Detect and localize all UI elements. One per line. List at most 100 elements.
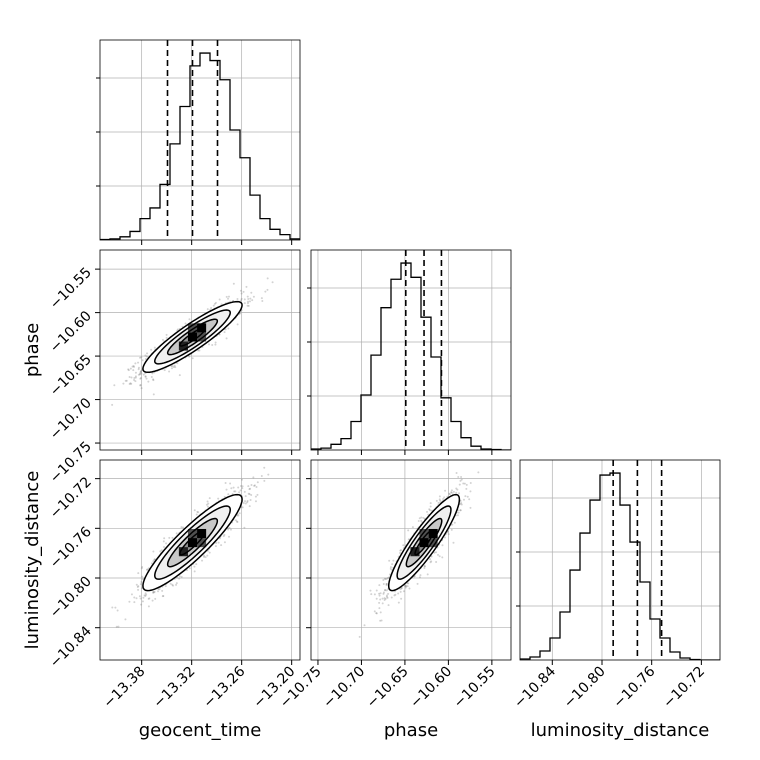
- sample-point: [423, 567, 426, 570]
- sample-point: [236, 521, 239, 524]
- sample-point: [232, 486, 235, 489]
- sample-point: [437, 553, 440, 556]
- sample-point: [176, 328, 179, 331]
- density-cell: [187, 323, 198, 333]
- panel-frame: [99, 459, 301, 661]
- sample-point: [139, 583, 142, 586]
- sample-point: [381, 602, 384, 605]
- sample-point: [141, 566, 144, 569]
- sample-point: [148, 597, 151, 600]
- sample-point: [225, 295, 228, 298]
- sample-point: [228, 535, 231, 538]
- sample-point: [140, 369, 143, 372]
- sample-point: [152, 550, 155, 553]
- y-tick-label: −10.70: [47, 395, 95, 443]
- sample-point: [385, 595, 388, 598]
- sample-point: [160, 549, 163, 552]
- sample-point: [375, 612, 378, 615]
- sample-point: [250, 493, 253, 496]
- sample-point: [429, 505, 432, 508]
- sample-point: [135, 583, 138, 586]
- sample-point: [450, 491, 453, 494]
- sample-point: [438, 498, 441, 501]
- sample-point: [227, 295, 230, 298]
- sample-point: [447, 533, 450, 536]
- sample-point: [130, 376, 133, 379]
- sample-point: [240, 478, 243, 481]
- sample-point: [386, 596, 389, 599]
- sample-point: [243, 490, 246, 493]
- sample-point: [256, 481, 259, 484]
- sample-point: [378, 584, 381, 587]
- sample-point: [256, 493, 259, 496]
- sample-point: [125, 379, 128, 382]
- sample-point: [244, 495, 247, 498]
- sample-point: [141, 600, 144, 603]
- sample-point: [260, 297, 263, 300]
- sample-point: [151, 599, 154, 602]
- sample-point: [157, 590, 160, 593]
- sample-point: [248, 488, 251, 491]
- sample-point: [176, 362, 179, 365]
- sample-point: [178, 577, 181, 580]
- sample-point: [239, 489, 242, 492]
- sample-point: [236, 323, 239, 326]
- sample-point: [394, 593, 397, 596]
- sample-point: [455, 471, 458, 474]
- sample-point: [239, 485, 242, 488]
- sample-point: [144, 354, 147, 357]
- sample-point: [452, 541, 455, 544]
- contour-line: [166, 318, 219, 356]
- sample-point: [261, 299, 264, 302]
- sample-point: [456, 488, 459, 491]
- sample-point: [465, 487, 468, 490]
- sample-point: [247, 492, 250, 495]
- sample-point: [375, 589, 378, 592]
- sample-point: [175, 582, 178, 585]
- sample-point: [469, 506, 472, 509]
- sample-point: [154, 597, 157, 600]
- hist-panel-luminosity_distance: −10.84 −10.80 −10.76 −10.72: [511, 459, 721, 711]
- sample-point: [255, 486, 258, 489]
- sample-point: [130, 382, 133, 385]
- sample-point: [426, 510, 429, 513]
- sample-point: [153, 558, 156, 561]
- sample-point: [137, 588, 140, 591]
- sample-point: [174, 366, 177, 369]
- sample-point: [250, 483, 253, 486]
- sample-point: [162, 594, 165, 597]
- sample-point: [193, 570, 196, 573]
- sample-point: [153, 346, 156, 349]
- sample-point: [152, 378, 155, 381]
- sample-point: [459, 509, 462, 512]
- sample-point: [111, 403, 114, 406]
- sample-point: [117, 625, 120, 628]
- sample-point: [384, 578, 387, 581]
- sample-point: [227, 327, 230, 330]
- sample-point: [453, 521, 456, 524]
- sample-point: [202, 555, 205, 558]
- sample-point: [387, 592, 390, 595]
- sample-point: [214, 545, 217, 548]
- x-tick-label: −10.60: [407, 664, 455, 712]
- sample-point: [264, 290, 267, 293]
- sample-point: [382, 582, 385, 585]
- sample-point: [143, 594, 146, 597]
- sample-point: [206, 505, 209, 508]
- contour-line: [405, 517, 443, 568]
- sample-point: [452, 490, 455, 493]
- sample-point: [384, 589, 387, 592]
- sample-point: [465, 483, 468, 486]
- sample-point: [251, 299, 254, 302]
- sample-point: [430, 555, 433, 558]
- sample-point: [162, 540, 165, 543]
- sample-point: [244, 500, 247, 503]
- density-cell: [419, 538, 429, 548]
- sample-point: [139, 377, 142, 380]
- x-tick-label: −10.70: [320, 664, 368, 712]
- sample-point: [127, 368, 130, 371]
- sample-point: [124, 618, 127, 621]
- sample-point: [130, 593, 133, 596]
- sample-point: [213, 302, 216, 305]
- sample-point: [469, 481, 472, 484]
